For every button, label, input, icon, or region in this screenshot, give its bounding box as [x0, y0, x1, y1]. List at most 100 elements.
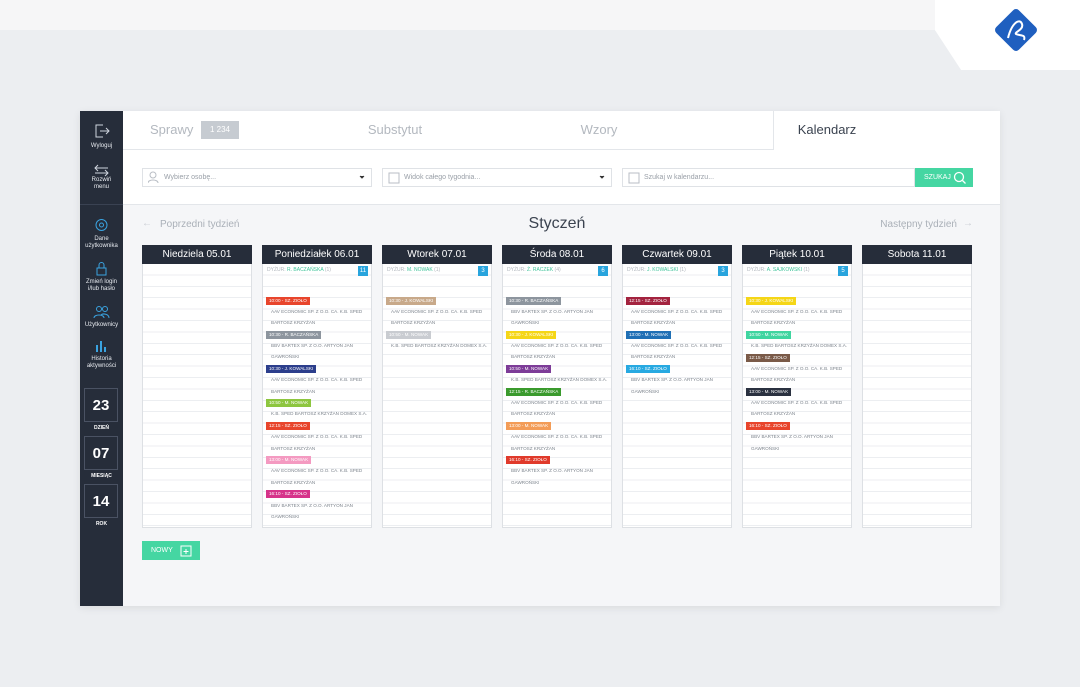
- next-arrow[interactable]: →: [963, 218, 973, 229]
- top-band: [0, 0, 1080, 30]
- event-time[interactable]: 10:00 - SZ. ZIOŁO: [266, 296, 310, 305]
- day-header: Środa 08.01: [502, 245, 612, 264]
- day-column: Sobota 11.01: [862, 245, 972, 528]
- event-time[interactable]: 10:30 - J. KOWALSKI: [266, 365, 317, 373]
- calendar-icon: [628, 172, 640, 184]
- user-data[interactable]: Dane użytkownika: [85, 236, 118, 249]
- event-text: GAWROŃSKI: [511, 320, 540, 326]
- event-text: K.B. SPED BARTOSZ KRZYŻAN DOMEX S.A.: [751, 343, 848, 348]
- header: [123, 111, 1000, 205]
- logout-icon[interactable]: [93, 124, 110, 138]
- prev-arrow[interactable]: ←: [142, 218, 152, 229]
- event-text: K.B. SPED BARTOSZ KRZYŻAN DOMEX S.A.: [391, 343, 488, 348]
- duty-label: DYŻUR:: [507, 267, 526, 273]
- prev-week[interactable]: Poprzedni tydzień: [160, 219, 240, 230]
- duty-label: DYŻUR:: [627, 267, 646, 273]
- event-time[interactable]: 10:30 - J. KOWALSKI: [746, 296, 797, 305]
- event-time[interactable]: 10:30 - J. KOWALSKI: [506, 330, 557, 339]
- event-time[interactable]: 16:10 - SZ. ZIOŁO: [266, 490, 310, 499]
- tab[interactable]: Wzory: [580, 122, 618, 137]
- day-name: Sobota: [887, 249, 920, 260]
- count-badge: 11: [358, 266, 368, 276]
- event-text: BARTOSZ KRZYŻAN: [511, 354, 556, 360]
- year-box: 14: [84, 484, 118, 518]
- event-time[interactable]: 10:30 - R. BACZAŃSKA: [266, 330, 322, 339]
- search-icon[interactable]: [953, 171, 967, 185]
- day-body: DYŻUR: M. NOWAK (1) 3 10:30 - J. KOWALSKI A…: [382, 264, 492, 528]
- event-text: BBV BARTEX SP. Z O.O. ARTYON JAN: [751, 434, 833, 440]
- day-date: 09.01: [686, 249, 712, 260]
- day-date: 11.01: [922, 249, 947, 260]
- event-text: BARTOSZ KRZYŻAN: [391, 320, 436, 326]
- change-login[interactable]: Zmień login i/lub hasło: [85, 279, 117, 292]
- event-text: AAV ECONOMIC SP. Z O.O. CA. K.B. SPED: [271, 377, 363, 383]
- event-text: K.B. SPED BARTOSZ KRZYŻAN DOMEX S.A.: [271, 411, 368, 417]
- expand-icon[interactable]: [93, 163, 110, 177]
- event-time[interactable]: 16:10 - SZ. ZIOŁO: [746, 422, 790, 430]
- users[interactable]: Użytkownicy: [84, 322, 119, 328]
- event-time[interactable]: 13:00 - M. NOWAK: [626, 330, 672, 339]
- view-select[interactable]: Widok całego tygodnia...: [382, 168, 612, 187]
- event-text: AAV ECONOMIC SP. Z O.O. CA. K.B. SPED: [751, 308, 843, 314]
- event-time[interactable]: 10:50 - M. NOWAK: [506, 365, 552, 373]
- event-time[interactable]: 12:15 - SZ. ZIOŁO: [746, 353, 790, 362]
- count-badge: 3: [478, 266, 488, 276]
- day-body: DYŻUR: A. SAJKOWSKI (1) 5 10:30 - J. KOWAL…: [742, 264, 852, 528]
- duty-label: DYŻUR:: [387, 267, 406, 273]
- day-header: Sobota 11.01: [862, 245, 972, 264]
- event-time[interactable]: 13:00 - M. NOWAK: [506, 422, 552, 430]
- event-text: BARTOSZ KRZYŻAN: [751, 320, 796, 326]
- event-time[interactable]: 13:00 - M. NOWAK: [266, 456, 312, 465]
- day-body: DYŻUR: J. KOWALSKI (1) 3 12:15 - SZ. ZIOŁO…: [622, 264, 732, 528]
- event-time[interactable]: 12:15 - R. BACZAŃSKA: [506, 387, 562, 396]
- person-select[interactable]: Wybierz osobę...: [142, 168, 372, 187]
- history-icon[interactable]: [93, 339, 110, 353]
- day-date: 10.01: [799, 249, 825, 260]
- day-date: 08.01: [559, 249, 585, 260]
- event-time[interactable]: 10:50 - M. NOWAK: [746, 330, 792, 339]
- sidebar: [80, 111, 123, 606]
- event-time[interactable]: 10:50 - M. NOWAK: [386, 330, 432, 339]
- count-badge: 5: [838, 266, 848, 276]
- event-time[interactable]: 10:50 - M. NOWAK: [266, 399, 312, 408]
- expand-menu[interactable]: Rozwiń menu: [91, 177, 112, 190]
- new-icon[interactable]: [180, 544, 192, 557]
- event-text: GAWROŃSKI: [271, 514, 300, 519]
- settings-icon[interactable]: [93, 218, 110, 232]
- search-input[interactable]: Szukaj w kalendarzu...: [622, 168, 915, 187]
- logout[interactable]: Wyloguj: [90, 143, 113, 149]
- event-time[interactable]: 12:15 - SZ. ZIOŁO: [266, 422, 310, 430]
- users-icon[interactable]: [93, 305, 110, 319]
- event-text: AAV ECONOMIC SP. Z O.O. CA. K.B. SPED: [751, 365, 843, 371]
- duty-person: M. NOWAK: [407, 267, 433, 273]
- event-text: GAWROŃSKI: [511, 479, 540, 485]
- day-column: Poniedziałek 06.01 DYŻUR: R. BACZAŃSKA (1…: [262, 245, 372, 528]
- event-time[interactable]: 10:30 - R. BACZAŃSKA: [506, 296, 562, 305]
- event-text: AAV ECONOMIC SP. Z O.O. CA. K.B. SPED: [391, 308, 483, 314]
- event-time[interactable]: 16:10 - SZ. ZIOŁO: [626, 365, 670, 373]
- tab-line: [123, 149, 773, 150]
- event-text: AAV ECONOMIC SP. Z O.O. CA. K.B. SPED: [271, 434, 363, 440]
- history[interactable]: Historia aktywności: [86, 356, 117, 369]
- lock-icon[interactable]: [93, 262, 110, 276]
- event-text: AAV ECONOMIC SP. Z O.O. CA. K.B. SPED: [631, 308, 723, 314]
- month-box: 07: [84, 436, 118, 470]
- event-text: BBV BARTEX SP. Z O.O. ARTYON JAN: [271, 502, 353, 508]
- event-time[interactable]: 10:30 - J. KOWALSKI: [386, 296, 437, 305]
- duty: DYŻUR: M. NOWAK (1): [387, 267, 440, 273]
- event-time[interactable]: 13:00 - M. NOWAK: [746, 387, 792, 396]
- event-text: BARTOSZ KRZYŻAN: [271, 388, 316, 394]
- event-text: BARTOSZ KRZYŻAN: [271, 445, 316, 451]
- day-body: [862, 264, 972, 528]
- duty: DYŻUR: R. BACZAŃSKA (1): [267, 267, 331, 273]
- tab-active[interactable]: Kalendarz: [797, 122, 857, 137]
- event-time[interactable]: 12:15 - SZ. ZIOŁO: [626, 296, 670, 305]
- day-header: Wtorek 07.01: [382, 245, 492, 264]
- event-time[interactable]: 16:10 - SZ. ZIOŁO: [506, 456, 550, 465]
- next-week[interactable]: Następny tydzień: [880, 219, 957, 230]
- count-badge: 6: [598, 266, 608, 276]
- tab[interactable]: Substytut: [367, 122, 423, 137]
- day-column: Środa 08.01 DYŻUR: Ż. RACZEK (4) 6 10:30 - …: [502, 245, 612, 528]
- tab[interactable]: Sprawy: [150, 122, 194, 137]
